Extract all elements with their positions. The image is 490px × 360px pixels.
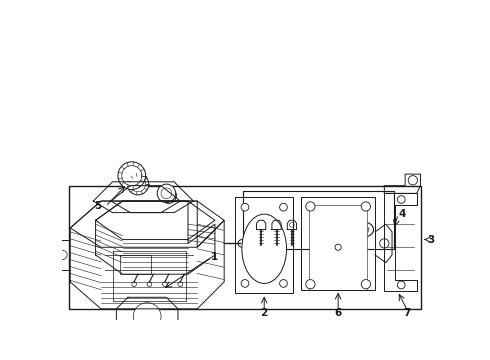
Ellipse shape — [314, 222, 335, 237]
Circle shape — [290, 222, 294, 227]
Text: 7: 7 — [404, 308, 411, 318]
Circle shape — [280, 203, 287, 211]
Circle shape — [274, 222, 279, 227]
Ellipse shape — [337, 226, 350, 233]
Circle shape — [147, 282, 152, 287]
Circle shape — [280, 280, 287, 287]
Ellipse shape — [333, 222, 354, 237]
Ellipse shape — [242, 214, 287, 283]
Text: 2: 2 — [261, 308, 268, 318]
Circle shape — [238, 239, 246, 247]
Circle shape — [241, 280, 249, 287]
Circle shape — [127, 173, 149, 195]
Bar — [244, 191, 393, 249]
Circle shape — [380, 239, 389, 248]
Circle shape — [130, 176, 146, 192]
Text: 6: 6 — [335, 308, 342, 318]
Circle shape — [306, 202, 315, 211]
Circle shape — [161, 188, 176, 203]
Ellipse shape — [357, 226, 369, 233]
Ellipse shape — [318, 226, 330, 233]
Circle shape — [306, 280, 315, 289]
Circle shape — [397, 195, 405, 203]
Circle shape — [133, 303, 161, 330]
Bar — [309, 205, 368, 289]
Text: 4: 4 — [398, 209, 406, 219]
Bar — [69, 186, 421, 309]
Text: 1: 1 — [211, 252, 219, 262]
Circle shape — [122, 166, 142, 186]
Circle shape — [157, 184, 175, 203]
Circle shape — [335, 244, 341, 250]
Circle shape — [161, 188, 172, 199]
Circle shape — [118, 162, 146, 189]
Text: 5: 5 — [94, 202, 101, 211]
Circle shape — [178, 282, 183, 287]
Circle shape — [408, 176, 417, 185]
Circle shape — [361, 280, 370, 289]
Text: 3: 3 — [427, 235, 434, 244]
Circle shape — [132, 282, 136, 287]
Bar — [120, 255, 151, 274]
Circle shape — [163, 282, 167, 287]
Circle shape — [397, 281, 405, 289]
Circle shape — [241, 203, 249, 211]
Circle shape — [164, 191, 173, 200]
Circle shape — [259, 222, 264, 227]
Ellipse shape — [352, 222, 373, 237]
Circle shape — [361, 202, 370, 211]
Circle shape — [58, 250, 67, 260]
